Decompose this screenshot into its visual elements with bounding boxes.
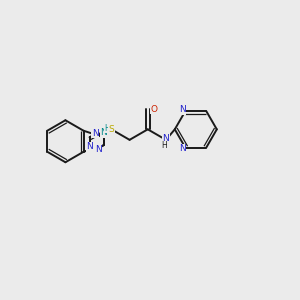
Text: N: N [100, 128, 107, 137]
Text: N: N [163, 134, 169, 143]
Text: O: O [151, 105, 158, 114]
Text: S: S [109, 125, 114, 134]
Text: H: H [162, 141, 167, 150]
Text: N: N [179, 145, 186, 154]
Text: N: N [95, 145, 101, 154]
Text: H: H [104, 124, 110, 133]
Text: N: N [92, 129, 98, 138]
Text: N: N [86, 142, 93, 151]
Text: N: N [179, 105, 186, 114]
